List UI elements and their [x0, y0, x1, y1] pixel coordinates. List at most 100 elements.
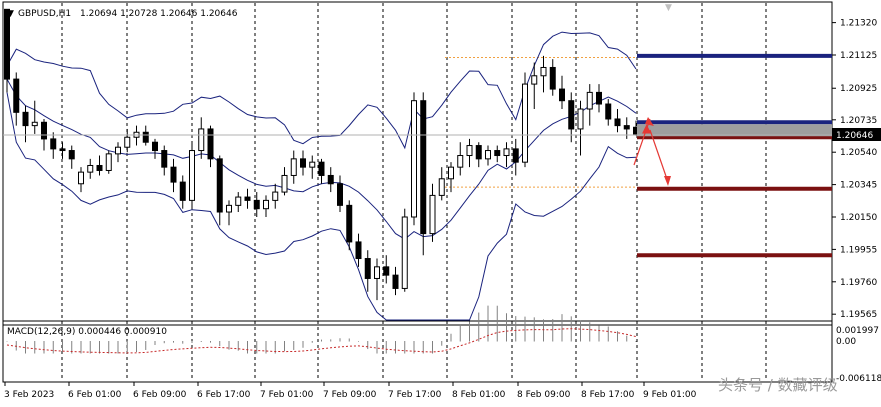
candle-body [59, 148, 66, 152]
candle-body [383, 266, 390, 276]
candle-body [586, 91, 593, 110]
time-tick-label: 8 Feb 17:00 [581, 390, 635, 400]
time-axis: 3 Feb 2023 6 Feb 01:00 6 Feb 09:00 6 Feb 17… [4, 382, 697, 400]
price-tick-label: 1.19760 [840, 278, 877, 288]
candle-body [281, 174, 288, 193]
candle-body [494, 150, 501, 157]
candle-body [374, 266, 380, 279]
candle-body [142, 131, 149, 143]
candle-body [170, 166, 177, 183]
price-tick-label: 1.20150 [840, 213, 877, 223]
candle-body [78, 171, 84, 185]
time-tick-label: 9 Feb 01:00 [643, 390, 697, 400]
candle-body [568, 100, 575, 130]
candle-body [244, 196, 251, 201]
price-tick-label: 1.19565 [840, 310, 877, 320]
candle-body [309, 161, 316, 168]
candle-body [327, 174, 334, 185]
candle-body [41, 121, 47, 140]
symbol-timeframe: GBPUSD,H1 [18, 9, 71, 19]
candle-body [448, 166, 454, 180]
band-line [6, 92, 637, 321]
candle-body [22, 111, 29, 127]
candle-body [512, 148, 519, 163]
price-tick-label: 1.21320 [840, 19, 877, 29]
macd-scale-bottom: -0.006118 [836, 374, 881, 384]
price-tick-label: 1.19955 [840, 245, 877, 255]
candle-body [152, 141, 158, 152]
ohlc-values: 1.20694 1.20728 1.20646 1.20646 [80, 9, 238, 19]
price-tick-label: 1.20540 [840, 148, 877, 158]
macd-histogram [6, 305, 637, 354]
candle-body [161, 150, 168, 168]
time-tick-label: 3 Feb 2023 [4, 390, 54, 400]
candle-body [577, 108, 584, 130]
macd-scale-top: 0.001997 [836, 326, 879, 336]
candle-body [226, 204, 232, 213]
candle-body [559, 88, 565, 102]
candle-body [531, 75, 538, 85]
candle-body [31, 121, 38, 127]
candle-body [300, 158, 306, 168]
candle-body [263, 199, 269, 210]
candle-body [235, 196, 242, 206]
macd-label: MACD(12,26,9) 0.000446 0.000910 [7, 327, 167, 337]
candle-body [522, 83, 528, 163]
candle-body [503, 148, 510, 157]
price-tick-label: 1.20735 [840, 116, 877, 126]
candle-body [429, 194, 436, 235]
arrow-up-icon: ▲ [642, 121, 652, 135]
candle-body [475, 145, 482, 160]
time-tick-label: 8 Feb 09:00 [517, 390, 571, 400]
candle-body [614, 118, 621, 127]
candle-body [401, 216, 408, 289]
candle-body [272, 191, 279, 201]
time-tick-label: 6 Feb 09:00 [133, 390, 187, 400]
candle-body [50, 138, 57, 150]
time-tick-label: 7 Feb 09:00 [323, 390, 377, 400]
time-tick-label: 8 Feb 01:00 [452, 390, 506, 400]
bollinger-bands [6, 31, 637, 321]
level-zone [637, 124, 832, 137]
candle-body [4, 8, 10, 80]
candle-body [392, 274, 399, 289]
price-tick-label: 1.20345 [840, 181, 877, 191]
price-tick-label: 1.20925 [840, 84, 877, 94]
time-tick-label: 7 Feb 17:00 [388, 390, 442, 400]
candle-body [318, 161, 325, 176]
candles [4, 8, 639, 301]
candle-body [198, 128, 205, 152]
candle-body [13, 78, 20, 113]
time-tick-label: 7 Feb 01:00 [260, 390, 314, 400]
candle-body [457, 155, 464, 168]
signal-arrows: ▲ [633, 117, 671, 186]
band-line [6, 78, 637, 240]
time-tick-label: 6 Feb 01:00 [68, 390, 122, 400]
candle-body [466, 145, 473, 157]
watermark: 头条号 / 数藏评级 [718, 376, 838, 394]
price-tick-label: 1.21125 [840, 51, 877, 61]
candle-body [105, 153, 112, 171]
macd-signal-line [6, 328, 637, 354]
candle-body [68, 150, 75, 160]
candle-body [216, 158, 223, 213]
candle-body [179, 181, 186, 201]
macd-scale-zero: 0.00 [836, 337, 856, 347]
candle-body [189, 150, 195, 201]
candle-body [549, 66, 556, 90]
candle-body [420, 100, 427, 235]
candle-body [96, 164, 103, 171]
candle-body [605, 103, 612, 120]
candle-body [411, 100, 417, 218]
level-lines[interactable] [637, 53, 832, 258]
candle-body [290, 158, 297, 176]
dropdown-triangle-icon[interactable]: ▼ [7, 9, 14, 19]
candle-body [623, 125, 630, 130]
candle-body [596, 91, 602, 105]
candle-body [207, 128, 214, 160]
price-axis: 1.21320 1.21125 1.20925 1.20735 1.20540 1.203… [832, 19, 877, 320]
current-price-label: 1.20646 [836, 131, 873, 141]
scroll-marker-icon: ▼ [665, 3, 672, 13]
candle-body [485, 150, 491, 160]
